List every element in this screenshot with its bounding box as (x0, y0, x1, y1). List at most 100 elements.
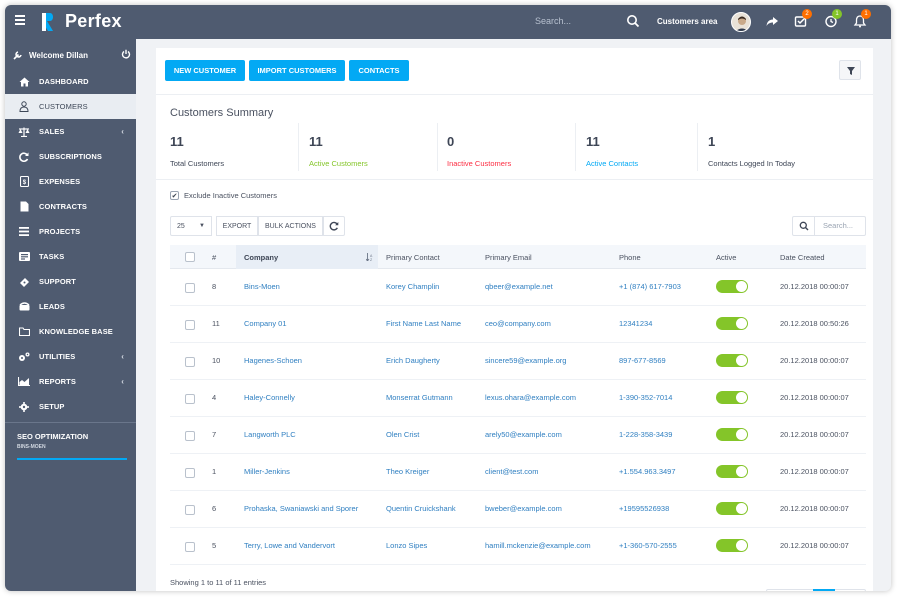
contacts-button[interactable]: CONTACTS (349, 60, 409, 81)
row-contact-link[interactable]: Theo Kreiger (386, 467, 430, 476)
sidebar-item-sales[interactable]: SALES ‹ (5, 119, 136, 144)
row-phone-link[interactable]: 12341234 (619, 319, 653, 328)
active-toggle[interactable] (716, 391, 748, 404)
select-all-checkbox[interactable] (185, 252, 195, 262)
active-toggle[interactable] (716, 428, 748, 441)
row-phone-link[interactable]: 1-390-352-7014 (619, 393, 673, 402)
table-row[interactable]: 8 Bins-Moen Korey Champlin qbeer@example… (170, 269, 866, 306)
row-contact-link[interactable]: Quentin Cruickshank (386, 504, 456, 513)
row-contact-link[interactable]: Lonzo Sipes (386, 541, 428, 550)
row-contact-link[interactable]: Erich Daugherty (386, 356, 440, 365)
table-row[interactable]: 1 Miller-Jenkins Theo Kreiger client@tes… (170, 454, 866, 491)
row-checkbox[interactable] (185, 357, 195, 367)
column-header-primary-contact[interactable]: Primary Contact (386, 253, 440, 262)
column-header-date-created[interactable]: Date Created (780, 253, 825, 262)
sidebar-item-reports[interactable]: REPORTS ‹ (5, 369, 136, 394)
active-toggle[interactable] (716, 539, 748, 552)
active-toggle[interactable] (716, 280, 748, 293)
row-company-link[interactable]: Haley-Connelly (244, 393, 295, 402)
sidebar-item-projects[interactable]: PROJECTS (5, 219, 136, 244)
row-email-link[interactable]: arely50@example.com (485, 430, 562, 439)
avatar[interactable] (731, 12, 751, 32)
row-contact-link[interactable]: Korey Champlin (386, 282, 440, 291)
row-phone-link[interactable]: +1-360-570-2555 (619, 541, 677, 550)
active-toggle[interactable] (716, 354, 748, 367)
row-email-link[interactable]: bweber@example.com (485, 504, 562, 513)
new-customer-button[interactable]: NEW CUSTOMER (165, 60, 245, 81)
filter-button[interactable] (839, 60, 861, 80)
sidebar-item-support[interactable]: SUPPORT (5, 269, 136, 294)
column-header-company[interactable]: Company (244, 253, 279, 262)
export-button[interactable]: EXPORT (216, 216, 258, 236)
row-checkbox[interactable] (185, 320, 195, 330)
welcome-user[interactable]: Welcome Dillan (13, 50, 88, 60)
row-checkbox[interactable] (185, 394, 195, 404)
row-company-link[interactable]: Langworth PLC (244, 430, 296, 439)
table-row[interactable]: 4 Haley-Connelly Monserrat Gutmann lexus… (170, 380, 866, 417)
row-email-link[interactable]: sincere59@example.org (485, 356, 567, 365)
row-checkbox[interactable] (185, 468, 195, 478)
row-phone-link[interactable]: 897-677-8569 (619, 356, 666, 365)
share-icon[interactable] (765, 14, 779, 28)
row-phone-link[interactable]: 1-228-358-3439 (619, 430, 673, 439)
page-length-select[interactable]: 25 ▼ (170, 216, 212, 236)
row-email-link[interactable]: qbeer@example.net (485, 282, 553, 291)
row-checkbox[interactable] (185, 505, 195, 515)
sidebar-item-setup[interactable]: SETUP (5, 394, 136, 419)
row-contact-link[interactable]: Monserrat Gutmann (386, 393, 453, 402)
sidebar-item-tasks[interactable]: TASKS (5, 244, 136, 269)
power-icon[interactable] (121, 49, 131, 59)
row-contact-link[interactable]: First Name Last Name (386, 319, 462, 328)
sidebar-item-expenses[interactable]: $ EXPENSES (5, 169, 136, 194)
row-email-link[interactable]: lexus.ohara@example.com (485, 393, 576, 402)
row-company-link[interactable]: Prohaska, Swaniawski and Sporer (244, 504, 359, 513)
table-row[interactable]: 5 Terry, Lowe and Vandervort Lonzo Sipes… (170, 528, 866, 565)
bulk-actions-button[interactable]: BULK ACTIONS (258, 216, 323, 236)
seo-optimization-widget[interactable]: SEO OPTIMIZATION BINS-MOEN (5, 422, 136, 468)
row-email-link[interactable]: ceo@company.com (485, 319, 551, 328)
active-toggle[interactable] (716, 502, 748, 515)
exclude-inactive-checkbox[interactable]: ✔ Exclude Inactive Customers (170, 191, 277, 200)
bell-icon[interactable]: 1 (853, 9, 871, 28)
sidebar-item-contracts[interactable]: CONTRACTS (5, 194, 136, 219)
row-company-link[interactable]: Terry, Lowe and Vandervort (244, 541, 336, 550)
sidebar-item-utilities[interactable]: UTILITIES ‹ (5, 344, 136, 369)
table-row[interactable]: 11 Company 01 First Name Last Name ceo@c… (170, 306, 866, 343)
top-search-input[interactable]: Search... (535, 16, 572, 26)
table-search-input[interactable]: Search... (792, 216, 866, 236)
timer-icon[interactable]: 1 (824, 9, 842, 28)
row-checkbox[interactable] (185, 431, 195, 441)
row-company-link[interactable]: Miller-Jenkins (244, 467, 290, 476)
reload-button[interactable] (323, 216, 345, 236)
table-row[interactable]: 6 Prohaska, Swaniawski and Sporer Quenti… (170, 491, 866, 528)
active-toggle[interactable] (716, 465, 748, 478)
checkmark-icon[interactable]: ✔ (170, 191, 179, 200)
row-phone-link[interactable]: +1.554.963.3497 (619, 467, 676, 476)
table-row[interactable]: 7 Langworth PLC Olen Crist arely50@examp… (170, 417, 866, 454)
sidebar-item-subscriptions[interactable]: SUBSCRIPTIONS (5, 144, 136, 169)
column-header-active[interactable]: Active (716, 253, 737, 262)
row-email-link[interactable]: client@test.com (485, 467, 539, 476)
menu-toggle-icon[interactable] (15, 15, 25, 25)
column-header-primary-email[interactable]: Primary Email (485, 253, 532, 262)
row-contact-link[interactable]: Olen Crist (386, 430, 420, 439)
tasks-check-icon[interactable]: 2 (794, 9, 812, 28)
row-company-link[interactable]: Hagenes-Schoen (244, 356, 302, 365)
row-company-link[interactable]: Bins-Moen (244, 282, 280, 291)
sidebar-item-customers[interactable]: CUSTOMERS (5, 94, 136, 119)
row-checkbox[interactable] (185, 542, 195, 552)
sidebar-item-leads[interactable]: LEADS (5, 294, 136, 319)
brand-name[interactable]: Perfex (65, 11, 122, 31)
column-header-id[interactable]: # (212, 253, 217, 262)
pagination-current-page[interactable] (813, 589, 835, 591)
row-email-link[interactable]: hamill.mckenzie@example.com (485, 541, 591, 550)
row-phone-link[interactable]: +1 (874) 617-7903 (619, 282, 681, 291)
row-company-link[interactable]: Company 01 (244, 319, 287, 328)
active-toggle[interactable] (716, 317, 748, 330)
row-checkbox[interactable] (185, 283, 195, 293)
row-phone-link[interactable]: +19595526938 (619, 504, 670, 513)
search-icon[interactable] (626, 14, 640, 28)
import-customers-button[interactable]: IMPORT CUSTOMERS (249, 60, 345, 81)
sidebar-item-dashboard[interactable]: DASHBOARD (5, 69, 136, 94)
column-header-phone[interactable]: Phone (619, 253, 641, 262)
